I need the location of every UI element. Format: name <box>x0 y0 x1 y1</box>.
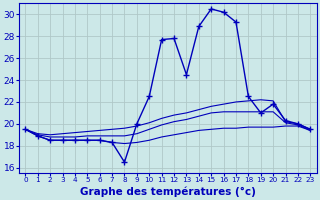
X-axis label: Graphe des températures (°c): Graphe des températures (°c) <box>80 186 256 197</box>
